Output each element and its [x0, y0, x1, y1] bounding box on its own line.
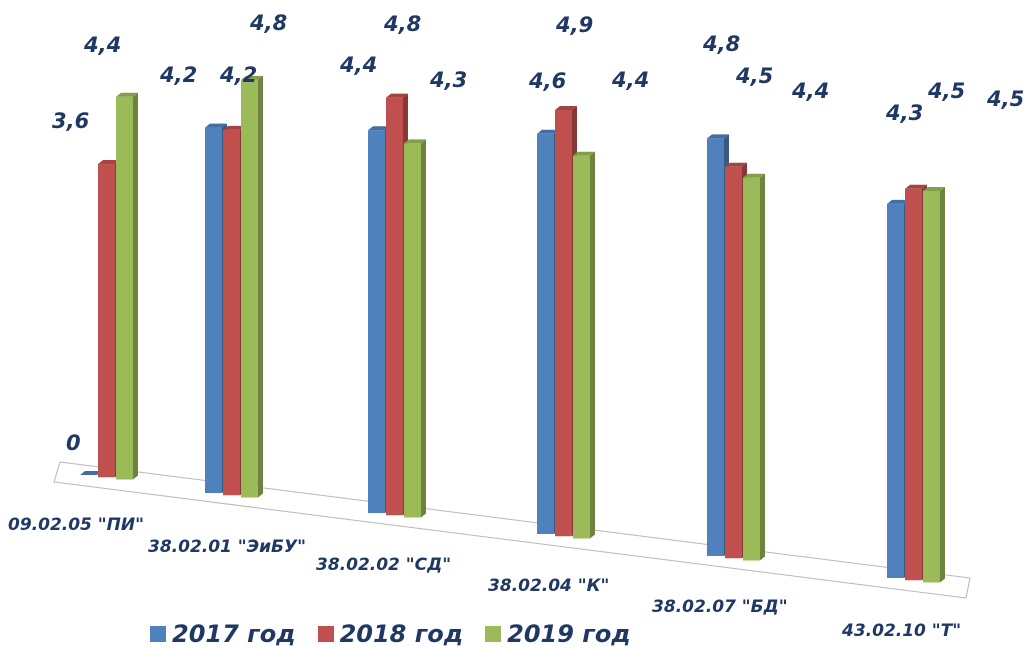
legend-item-2018: 2018 год [317, 620, 464, 648]
bar-2019-2 [404, 139, 426, 518]
category-label-3: 38.02.04 "К" [488, 576, 609, 596]
category-label-5: 43.02.10 "Т" [841, 621, 961, 641]
data-label-2017-2: 4,4 [339, 53, 377, 77]
data-label-2018-4: 4,5 [735, 64, 773, 88]
legend-label-2018: 2018 год [339, 620, 464, 648]
bar-2019-0 [116, 92, 138, 480]
category-label-2: 38.02.02 "СД" [316, 555, 451, 575]
data-label-2019-5: 4,5 [986, 87, 1024, 111]
data-label-2018-1: 4,2 [219, 63, 257, 87]
legend-swatch-2017 [150, 626, 166, 642]
data-label-2017-3: 4,6 [528, 69, 566, 93]
data-label-2019-4: 4,4 [791, 79, 829, 103]
legend-item-2017: 2017 год [150, 620, 296, 648]
data-label-2018-5: 4,5 [927, 79, 965, 103]
data-label-2017-4: 4,8 [702, 32, 740, 56]
data-label-2018-2: 4,8 [383, 12, 421, 36]
legend-item-2019: 2019 год [485, 620, 631, 648]
bar-2019-4 [743, 173, 765, 561]
data-label-2019-1: 4,8 [249, 11, 287, 35]
category-label-0: 09.02.05 "ПИ" [8, 515, 144, 535]
category-label-1: 38.02.01 "ЭиБУ" [148, 537, 306, 557]
bar-2019-3 [573, 151, 595, 539]
bar-2017-0 [80, 471, 102, 475]
data-label-2018-3: 4,9 [555, 13, 593, 37]
data-label-2019-0: 4,4 [83, 33, 121, 57]
data-label-2019-2: 4,3 [429, 68, 467, 92]
data-label-2017-0: 0 [66, 431, 81, 455]
legend-swatch-2019 [485, 626, 502, 642]
data-label-2019-3: 4,4 [611, 68, 649, 92]
category-label-4: 38.02.07 "БД" [652, 597, 788, 617]
legend-swatch-2018 [317, 626, 334, 642]
data-label-2018-0: 3,6 [52, 109, 89, 133]
data-label-2017-1: 4,2 [159, 63, 197, 87]
chart-legend: 2017 год 2018 год 2019 год [150, 620, 631, 648]
bar-2019-5 [923, 187, 945, 583]
legend-label-2017: 2017 год [172, 620, 296, 648]
legend-label-2019: 2019 год [507, 620, 631, 648]
chart-floor [53, 461, 971, 599]
data-label-2017-5: 4,3 [885, 101, 923, 125]
bar-2019-1 [241, 75, 263, 498]
